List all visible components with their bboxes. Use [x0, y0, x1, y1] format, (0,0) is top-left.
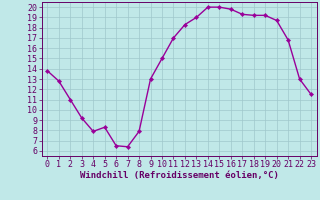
X-axis label: Windchill (Refroidissement éolien,°C): Windchill (Refroidissement éolien,°C): [80, 171, 279, 180]
